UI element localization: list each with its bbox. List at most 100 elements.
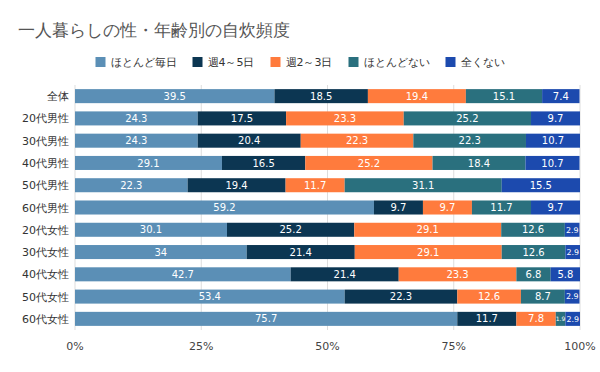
data-label: 9.7 bbox=[548, 113, 564, 124]
data-label: 11.7 bbox=[304, 180, 326, 191]
bar-segment bbox=[565, 312, 580, 326]
data-label: 17.5 bbox=[231, 113, 253, 124]
bar-segment bbox=[516, 267, 550, 281]
bar-segment bbox=[75, 267, 291, 281]
bar-segment bbox=[565, 223, 580, 237]
tick-label: 25% bbox=[189, 340, 213, 353]
data-label: 10.7 bbox=[542, 135, 564, 146]
bar-segment bbox=[227, 223, 354, 237]
legend-swatch bbox=[96, 57, 106, 67]
category-label: 50代女性 bbox=[22, 291, 69, 304]
category-label: 20代女性 bbox=[22, 224, 69, 237]
data-label: 16.5 bbox=[252, 158, 274, 169]
bar-segment bbox=[502, 245, 566, 259]
data-label: 25.2 bbox=[280, 224, 302, 235]
data-label: 39.5 bbox=[164, 91, 186, 102]
legend-label: 週4～5日 bbox=[208, 56, 255, 69]
data-label: 25.2 bbox=[358, 158, 380, 169]
data-label: 1.9 bbox=[556, 315, 566, 322]
bar-segment bbox=[354, 223, 501, 237]
data-label: 18.4 bbox=[468, 158, 490, 169]
data-label: 31.1 bbox=[412, 180, 434, 191]
legend: ほとんど毎日週4～5日週2～3日ほとんどない全くない bbox=[96, 56, 505, 69]
legend-label: ほとんど毎日 bbox=[111, 56, 177, 69]
tick-label: 0% bbox=[66, 340, 83, 353]
data-label: 29.1 bbox=[417, 247, 439, 258]
data-label: 34 bbox=[154, 247, 167, 258]
bar-segment bbox=[472, 200, 531, 214]
bar-segment bbox=[75, 178, 188, 192]
data-label: 8.7 bbox=[535, 291, 551, 302]
legend-swatch bbox=[271, 57, 281, 67]
data-label: 2.9 bbox=[566, 248, 579, 257]
data-label: 7.8 bbox=[528, 313, 544, 324]
bar-segment bbox=[551, 267, 580, 281]
bar-segment bbox=[457, 312, 516, 326]
bar-segment bbox=[433, 156, 526, 170]
bar-segment bbox=[274, 89, 367, 103]
bar-segment bbox=[531, 111, 580, 125]
bar-segment bbox=[75, 312, 457, 326]
tick-label: 100% bbox=[564, 340, 595, 353]
data-label: 19.4 bbox=[225, 180, 247, 191]
category-label: 60代女性 bbox=[22, 313, 69, 326]
data-label: 23.3 bbox=[334, 113, 356, 124]
bar-segment bbox=[198, 134, 301, 148]
bar-segment bbox=[75, 89, 274, 103]
tick-label: 75% bbox=[442, 340, 466, 353]
data-label: 24.3 bbox=[125, 113, 147, 124]
data-label: 24.3 bbox=[125, 135, 147, 146]
data-label: 29.1 bbox=[417, 224, 439, 235]
bar-segment bbox=[466, 89, 542, 103]
legend-label: 週2～3日 bbox=[286, 56, 333, 69]
bar-segment bbox=[75, 245, 247, 259]
legend-swatch bbox=[446, 57, 456, 67]
bar-segment bbox=[75, 156, 222, 170]
data-label: 12.6 bbox=[522, 247, 544, 258]
data-label: 42.7 bbox=[172, 269, 194, 280]
title: 一人暮らしの性・年齢別の自炊頻度 bbox=[18, 20, 290, 40]
legend-label: ほとんどない bbox=[364, 56, 430, 69]
bar-segment bbox=[291, 267, 399, 281]
data-label: 29.1 bbox=[137, 158, 159, 169]
category-label: 50代男性 bbox=[22, 179, 69, 192]
data-label: 9.7 bbox=[548, 202, 564, 213]
bar-segment bbox=[531, 200, 580, 214]
category-label: 20代男性 bbox=[22, 112, 69, 125]
data-label: 9.7 bbox=[390, 202, 406, 213]
bar-segment bbox=[525, 156, 579, 170]
chart: 一人暮らしの性・年齢別の自炊頻度0%25%50%75%100%全体20代男性30… bbox=[0, 0, 600, 372]
data-label: 7.4 bbox=[553, 91, 569, 102]
bar-segment bbox=[556, 312, 566, 326]
bar-segment bbox=[526, 134, 580, 148]
data-label: 21.4 bbox=[334, 269, 356, 280]
data-label: 12.6 bbox=[478, 291, 500, 302]
bar-segment bbox=[501, 223, 565, 237]
bar-segment bbox=[521, 290, 565, 304]
bar-segment bbox=[305, 156, 432, 170]
legend-swatch bbox=[193, 57, 203, 67]
data-label: 2.9 bbox=[566, 315, 579, 324]
data-label: 30.1 bbox=[140, 224, 162, 235]
data-label: 20.4 bbox=[238, 135, 260, 146]
data-label: 19.4 bbox=[406, 91, 428, 102]
bar-segment bbox=[75, 223, 227, 237]
data-label: 22.3 bbox=[390, 291, 412, 302]
bar-segment bbox=[355, 245, 502, 259]
bar-segment bbox=[286, 111, 404, 125]
data-label: 75.7 bbox=[255, 313, 277, 324]
bar-segment bbox=[423, 200, 472, 214]
category-label: 40代男性 bbox=[22, 157, 69, 170]
bar-segment bbox=[502, 178, 580, 192]
data-label: 15.1 bbox=[493, 91, 515, 102]
bar-segment bbox=[565, 245, 580, 259]
data-label: 22.3 bbox=[459, 135, 481, 146]
data-label: 25.2 bbox=[456, 113, 478, 124]
bars bbox=[75, 89, 580, 326]
data-label: 23.3 bbox=[446, 269, 468, 280]
bar-segment bbox=[565, 290, 580, 304]
data-label: 2.9 bbox=[566, 226, 579, 235]
data-label: 21.4 bbox=[290, 247, 312, 258]
bar-segment bbox=[75, 111, 198, 125]
bar-segment bbox=[345, 290, 458, 304]
